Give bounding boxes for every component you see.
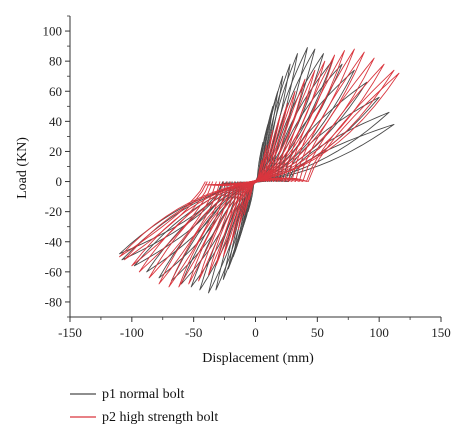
hysteresis-loop — [119, 72, 400, 258]
hysteresis-loop — [188, 60, 326, 285]
x-tick-label: -100 — [120, 325, 144, 340]
y-tick-label: -20 — [45, 204, 62, 219]
x-tick-label: -150 — [58, 325, 82, 340]
y-tick-label: 80 — [49, 54, 62, 69]
x-tick-label: -50 — [185, 325, 202, 340]
hysteresis-loop — [138, 57, 375, 273]
hysteresis-loop — [131, 63, 385, 267]
hysteresis-loop — [178, 54, 336, 288]
hysteresis-loop — [222, 102, 289, 258]
y-tick-label: 60 — [49, 84, 62, 99]
y-tick-label: -40 — [45, 234, 62, 249]
hysteresis-loop — [215, 90, 296, 267]
hysteresis-loop — [146, 81, 368, 273]
hysteresis-loop — [119, 123, 395, 255]
x-tick-label: 0 — [252, 325, 259, 340]
hysteresis-loop — [148, 51, 365, 279]
y-tick-label: 100 — [43, 24, 63, 39]
x-tick-label: 100 — [369, 325, 389, 340]
y-axis-title: Load (KN) — [15, 137, 30, 199]
y-tick-label: 0 — [56, 174, 63, 189]
hysteresis-loop — [170, 63, 343, 282]
hysteresis-loop — [121, 111, 390, 261]
hysteresis-loop — [208, 47, 308, 294]
x-axis-title: Displacement (mm) — [202, 351, 314, 366]
hysteresis-loop — [158, 48, 355, 285]
legend-label-p1: p1 normal bolt — [102, 387, 185, 402]
series-p1-normal-bolt — [119, 47, 395, 294]
y-tick-label: -60 — [45, 264, 62, 279]
hysteresis-loop — [230, 114, 281, 246]
hysteresis-loop — [208, 78, 306, 276]
curves-layer — [119, 47, 400, 294]
hysteresis-loop — [198, 69, 316, 282]
hysteresis-loop — [168, 50, 345, 288]
axes-layer: -80 -60 -40 -20 0 20 40 60 80 100 -150 -100 -50 0 50 10… — [43, 15, 451, 340]
x-tick-label: 50 — [311, 325, 324, 340]
legend-label-p2: p2 high strength bolt — [102, 410, 218, 425]
y-tick-label: 20 — [49, 144, 62, 159]
y-tick-label: 40 — [49, 114, 62, 129]
x-tick-label: 150 — [431, 325, 451, 340]
hysteresis-loop — [237, 129, 274, 231]
y-tick-label: -80 — [45, 294, 62, 309]
series-p2-high-strength-bolt — [119, 48, 400, 288]
legend: p1 normal bolt p2 high strength bolt — [70, 387, 218, 425]
